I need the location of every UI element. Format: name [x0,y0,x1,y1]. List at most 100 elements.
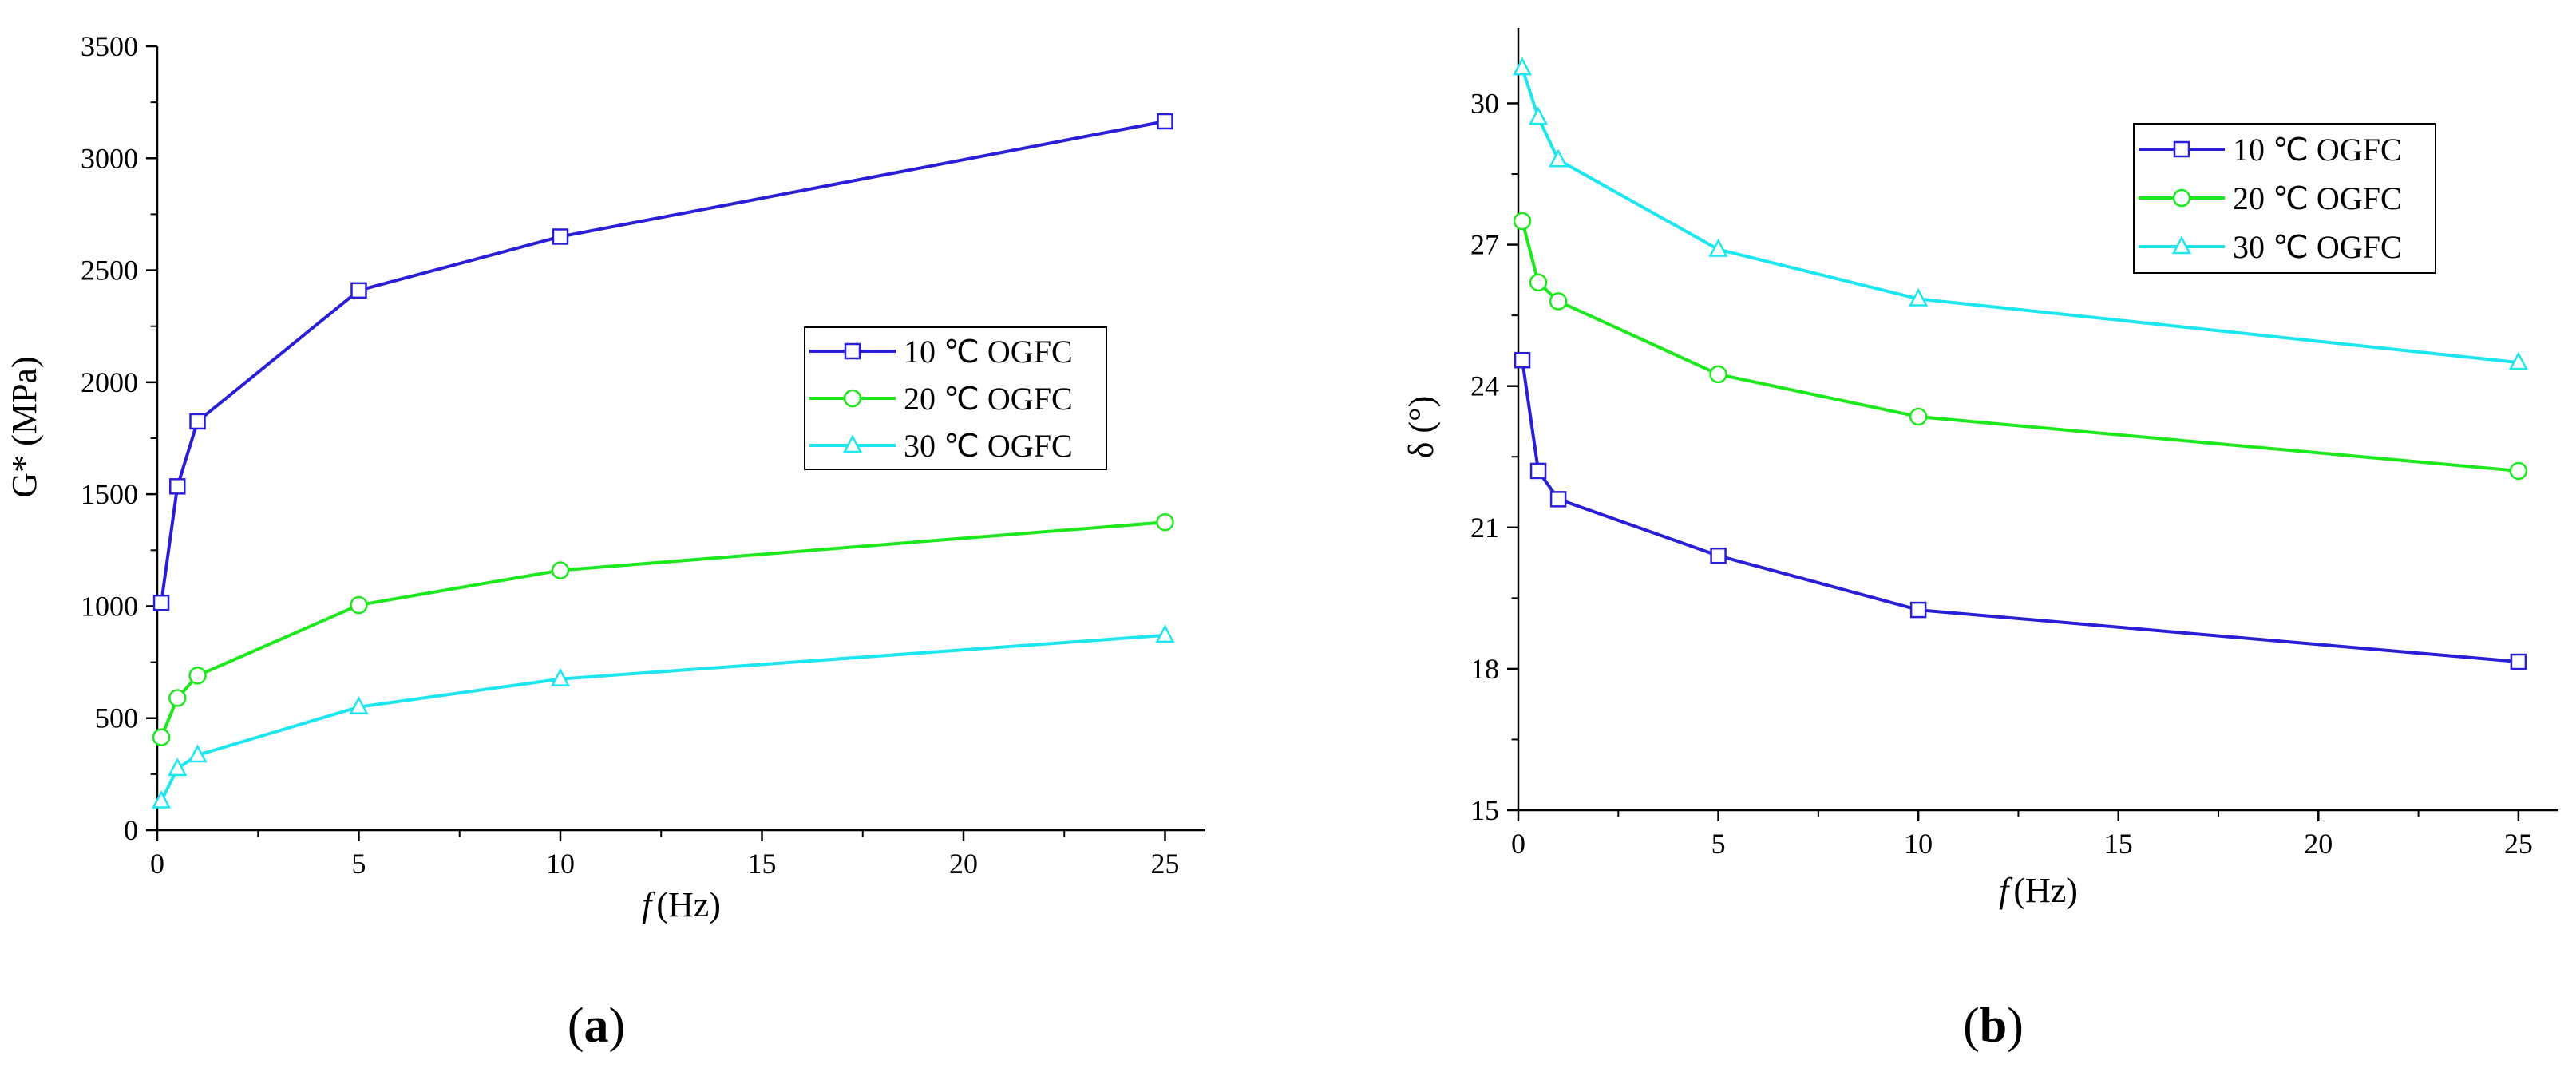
data-point-series-2 [1709,365,1727,384]
data-point-series-2 [1549,292,1568,311]
data-point-series-1 [350,282,367,299]
y-tick-label: 2000 [81,366,138,398]
series-line-3 [160,633,1165,802]
data-point-series-1 [552,228,569,245]
data-point-series-1 [2510,653,2527,670]
data-point-series-1 [1514,351,1531,369]
y-tick-label: 1500 [81,478,138,510]
legend-marker-2 [2172,188,2191,208]
data-point-series-2 [1156,512,1174,532]
y-tick-label: 3500 [81,30,138,62]
y-tick-label: 1000 [81,590,138,622]
data-point-series-2 [152,728,171,746]
x-tick-label: 5 [1711,828,1726,860]
y-tick-label: 24 [1470,370,1499,402]
x-axis-label: f (Hz) [642,885,721,924]
data-point-series-1 [152,594,170,611]
panel-label-open: ( [568,999,584,1053]
panel-label-close: ) [2007,999,2024,1053]
legend: 10 ℃ OGFC 20 ℃ OGFC 30 ℃ OGFC [2133,123,2436,274]
y-axis-label: G* (MPa) [5,356,44,497]
x-axis-label-variable: f [642,885,656,924]
legend-marker-3 [842,434,863,453]
x-tick-label: 5 [352,848,366,880]
series-line-1 [160,120,1165,603]
y-axis-label: δ (°) [1402,396,1441,459]
x-tick-label: 0 [150,848,164,880]
data-point-series-3 [188,744,208,763]
x-tick-label: 25 [1151,848,1180,880]
chart-a: 0 5 10 15 20 25 0 500 1000 1500 2000 2500 3000 3500 G*… [5,30,1205,1053]
data-point-series-2 [551,561,570,579]
legend: 10 ℃ OGFC 20 ℃ OGFC 30 ℃ OGFC [804,326,1107,470]
x-axis-label: f (Hz) [1999,871,2078,910]
data-point-series-1 [1157,113,1173,130]
x-tick-label: 10 [546,848,575,880]
data-point-series-3 [1549,148,1569,168]
legend-marker-1 [2173,140,2190,158]
legend-label-2: 20 ℃ OGFC [904,381,1073,417]
legend-label-3: 30 ℃ OGFC [904,428,1073,464]
series-line-3 [1521,67,2519,365]
y-tick-label: 500 [95,702,138,734]
legend-label-1: 10 ℃ OGFC [2233,132,2402,168]
panel-label-letter: a [584,999,609,1053]
chart-b: 0 5 10 15 20 25 15 18 21 24 27 30 δ (°) f (Hz) 10 ℃ OGF… [1402,28,2558,1053]
x-tick-label: 15 [2104,828,2133,860]
data-point-series-2 [350,595,368,615]
data-point-series-3 [2508,351,2528,370]
series-line-2 [1521,220,2519,473]
data-point-series-2 [2509,461,2528,481]
legend-label-3: 30 ℃ OGFC [2233,229,2402,265]
data-point-series-3 [151,789,172,809]
data-point-series-3 [168,757,188,777]
x-tick-label: 0 [1511,828,1525,860]
panel-label-letter: b [1980,999,2007,1053]
data-point-series-2 [1909,407,1928,426]
data-point-series-3 [550,667,571,686]
y-tick-label: 21 [1470,512,1499,544]
data-point-series-2 [168,689,187,707]
panel-label-close: ) [609,999,626,1053]
series-line-2 [160,520,1165,738]
data-point-series-1 [1909,601,1927,619]
x-tick-label: 20 [949,848,978,880]
data-point-series-3 [349,696,369,714]
legend-marker-2 [843,389,862,408]
data-point-series-1 [169,478,186,495]
y-tick-label: 30 [1470,87,1499,119]
data-point-series-2 [1529,273,1548,292]
x-tick-label: 15 [748,848,777,880]
y-tick-label: 3000 [81,142,138,174]
data-point-series-1 [1549,491,1567,508]
data-point-series-3 [1909,287,1929,307]
data-point-series-3 [1512,57,1533,76]
panel-label-open: ( [1963,999,1980,1053]
data-point-series-2 [188,667,207,685]
x-tick-label: 20 [2304,828,2333,860]
legend-marker-3 [2171,235,2192,255]
data-point-series-1 [1529,462,1547,480]
series-line-1 [1521,359,2519,664]
data-point-series-3 [1528,106,1549,125]
legend-label-1: 10 ℃ OGFC [904,334,1073,370]
legend-label-2: 20 ℃ OGFC [2233,180,2402,216]
y-tick-label: 15 [1470,794,1499,826]
data-point-series-3 [1155,624,1175,643]
panel-label: (b) [1963,999,2024,1053]
panel-label: (a) [568,999,625,1053]
x-axis-label-variable: f [1999,871,2013,910]
y-tick-label: 27 [1470,229,1499,261]
legend-marker-1 [844,342,861,360]
data-point-series-2 [1513,212,1532,231]
y-tick-label: 18 [1470,653,1499,685]
y-tick-label: 2500 [81,255,138,287]
y-tick-label: 0 [124,814,138,846]
data-point-series-1 [1710,547,1727,564]
data-point-series-3 [1708,238,1728,257]
x-axis-label-unit: (Hz) [2013,871,2078,910]
x-tick-label: 10 [1904,828,1933,860]
x-axis-label-unit: (Hz) [656,885,721,924]
x-tick-label: 25 [2504,828,2533,860]
